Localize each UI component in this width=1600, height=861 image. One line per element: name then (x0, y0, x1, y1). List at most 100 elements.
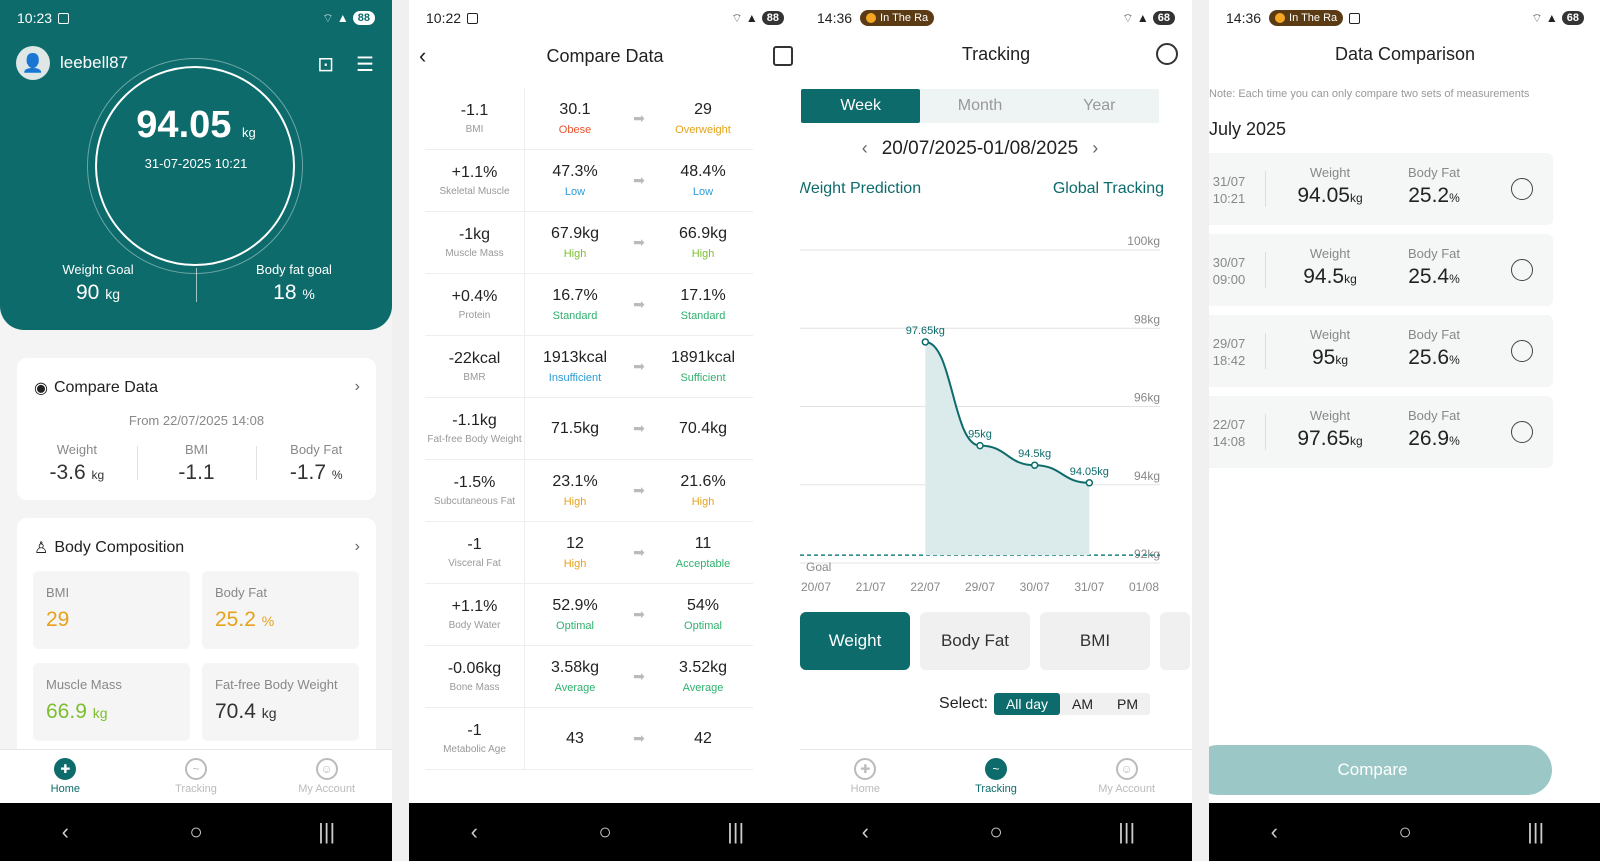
status-bar: 10:23 ⌔ ▲ 88 (0, 0, 392, 36)
composition-tile[interactable]: Body Fat 25.2 % (202, 571, 359, 649)
measurement-entry[interactable]: 29/07 18:42 Weight 95kg Body Fat 25.6% (1209, 315, 1553, 387)
tab-tracking[interactable]: ~ Tracking (146, 758, 246, 795)
comparison-note: Note: Each time you can only compare two… (1209, 88, 1530, 100)
arrow-right-icon: ➡ (633, 420, 645, 436)
username: leebell87 (60, 53, 129, 72)
media-notification[interactable]: In The Ra (1269, 10, 1344, 26)
bodyfat-goal[interactable]: Body fat goal 18 % (256, 262, 332, 304)
battery-indicator: 68 (1561, 11, 1584, 25)
metric-bodyfat-button[interactable]: Body Fat (920, 612, 1030, 670)
goal-divider (196, 268, 197, 302)
data-comparison-screen: 14:36 In The Ra ⌔ ▲68 ‹ Data Comparison … (1209, 0, 1600, 861)
status-time: 10:22 (426, 10, 462, 26)
menu-icon[interactable]: ☰ (356, 54, 374, 76)
chevron-right-icon[interactable]: › (354, 378, 360, 395)
bottom-tab-bar: ✚ Home ~ Tracking ☺ My Account (0, 749, 392, 803)
chevron-right-icon[interactable]: › (354, 538, 360, 555)
segment-month[interactable]: Month (957, 97, 1003, 114)
data-label: 94.05kg (1070, 466, 1109, 478)
compare-row: +0.4% Protein 16.7% Standard ➡ 17.1% Standa… (425, 274, 753, 336)
global-tracking-link[interactable]: Global Tracking (1052, 180, 1164, 197)
avatar[interactable]: 👤 (16, 46, 50, 80)
media-notification[interactable]: In The Ra (860, 10, 935, 26)
body-composition-card[interactable]: ♙ Body Composition › BMI 29 Body Fat 25.2 %… (17, 518, 376, 758)
select-radio[interactable] (1511, 421, 1533, 443)
filter-am[interactable]: AM (1072, 696, 1093, 712)
nav-recents-icon[interactable]: ||| (318, 819, 336, 844)
data-point (1085, 479, 1094, 487)
data-point (976, 441, 984, 450)
weight-prediction-link[interactable]: Weight Prediction (800, 180, 922, 197)
header: ‹ Data Comparison (1209, 36, 1600, 72)
nav-back-icon[interactable]: ‹ (1270, 819, 1278, 844)
measurement-entry[interactable]: 22/07 14:08 Weight 97.65kg Body Fat 26.9% (1209, 396, 1553, 468)
user-profile[interactable]: 👤 leebell87 (16, 46, 128, 80)
share-icon[interactable] (773, 46, 793, 66)
tab-home[interactable]: ✚ Home (815, 758, 915, 795)
segment-week[interactable]: Week (801, 89, 921, 123)
filter-pm[interactable]: PM (1117, 696, 1138, 712)
nav-home-icon[interactable]: ○ (989, 819, 1003, 844)
select-radio[interactable] (1511, 178, 1533, 200)
filter-all-day[interactable]: All day (993, 693, 1060, 715)
segment-year[interactable]: Year (1083, 97, 1116, 114)
nav-back-icon[interactable]: ‹ (470, 819, 478, 844)
tab-home[interactable]: ✚ Home (15, 758, 115, 795)
compare-button[interactable]: Compare (1209, 745, 1552, 795)
nav-recents-icon[interactable]: ||| (1118, 819, 1136, 844)
chevron-left-icon[interactable]: ‹ (861, 138, 868, 158)
battery-indicator: 88 (761, 11, 784, 25)
history-clock-icon[interactable] (1156, 43, 1178, 65)
x-tick-label: 01/08 (1129, 580, 1159, 594)
composition-tile[interactable]: Muscle Mass 66.9 kg (33, 663, 190, 741)
weight-goal[interactable]: Weight Goal 90 kg (62, 262, 134, 304)
weight-chart-svg: 100kg 98kg 96kg 94kg 92kg Goal 97.65kg 95kg 94.5… (800, 234, 1160, 594)
data-label: 95kg (968, 429, 992, 441)
tab-my-account[interactable]: ☺ My Account (277, 758, 377, 795)
select-radio[interactable] (1511, 340, 1533, 362)
goal-label: Goal (806, 560, 831, 574)
composition-tile[interactable]: Fat-free Body Weight 70.4 kg (202, 663, 359, 741)
x-tick-label: 22/07 (910, 580, 940, 594)
media-icon (866, 13, 877, 23)
nav-home-icon[interactable]: ○ (189, 819, 203, 844)
compare-item: Weight -3.6 kg (49, 442, 105, 484)
scan-icon[interactable]: ⊡ (317, 54, 335, 76)
nav-recents-icon[interactable]: ||| (1527, 819, 1545, 844)
nav-home-icon[interactable]: ○ (598, 819, 612, 844)
metric-bmi-button[interactable]: BMI (1040, 612, 1150, 670)
arrow-right-icon: ➡ (633, 482, 645, 498)
x-tick-label: 30/07 (1020, 580, 1050, 594)
compare-list: -1.1 BMI 30.1 Obese ➡ 29 Overweight +1.1% Ske… (425, 88, 753, 770)
nav-recents-icon[interactable]: ||| (727, 819, 745, 844)
area-fill (925, 341, 1090, 556)
wifi-icon: ⌔ ▲ (1531, 10, 1558, 25)
back-icon[interactable]: ‹ (419, 43, 427, 68)
header: ‹ Compare Data (409, 36, 801, 76)
composition-tile[interactable]: BMI 29 (33, 571, 190, 649)
compare-summary: Weight -3.6 kg BMI -1.1 Body Fat -1.7 % (17, 442, 376, 485)
tracking-icon: ~ (184, 758, 207, 780)
measurement-entry[interactable]: 30/07 09:00 Weight 94.5kg Body Fat 25.4% (1209, 234, 1553, 306)
x-tick-label: 29/07 (965, 580, 995, 594)
compare-data-card[interactable]: ◉ Compare Data › From 22/07/2025 14:08 We… (17, 358, 376, 500)
battery-indicator: 88 (352, 11, 375, 25)
select-radio[interactable] (1511, 259, 1533, 281)
data-label: 97.65kg (906, 325, 945, 337)
tab-my-account[interactable]: ☺ My Account (1077, 758, 1177, 795)
month-heading: July 2025 (1209, 119, 1287, 139)
chevron-right-icon[interactable]: › (1092, 138, 1099, 158)
tab-tracking[interactable]: ~ Tracking (946, 758, 1046, 795)
nav-back-icon[interactable]: ‹ (61, 819, 69, 844)
status-bar: 10:22 ⌔ ▲ 88 (409, 0, 801, 36)
measurement-entry[interactable]: 31/07 10:21 Weight 94.05kg Body Fat 25.2% (1209, 153, 1553, 225)
metric-more-button[interactable] (1160, 612, 1190, 670)
nav-back-icon[interactable]: ‹ (861, 819, 869, 844)
nav-home-icon[interactable]: ○ (1398, 819, 1412, 844)
account-icon: ☺ (1115, 758, 1138, 780)
metric-weight-button[interactable]: Weight (800, 612, 910, 670)
status-time: 10:23 (17, 10, 53, 26)
compare-row: -1 Visceral Fat 12 High ➡ 11 Acceptable (425, 522, 753, 584)
arrow-right-icon: ➡ (633, 606, 645, 622)
time-filter: Select: All day AM PM (939, 693, 1150, 715)
